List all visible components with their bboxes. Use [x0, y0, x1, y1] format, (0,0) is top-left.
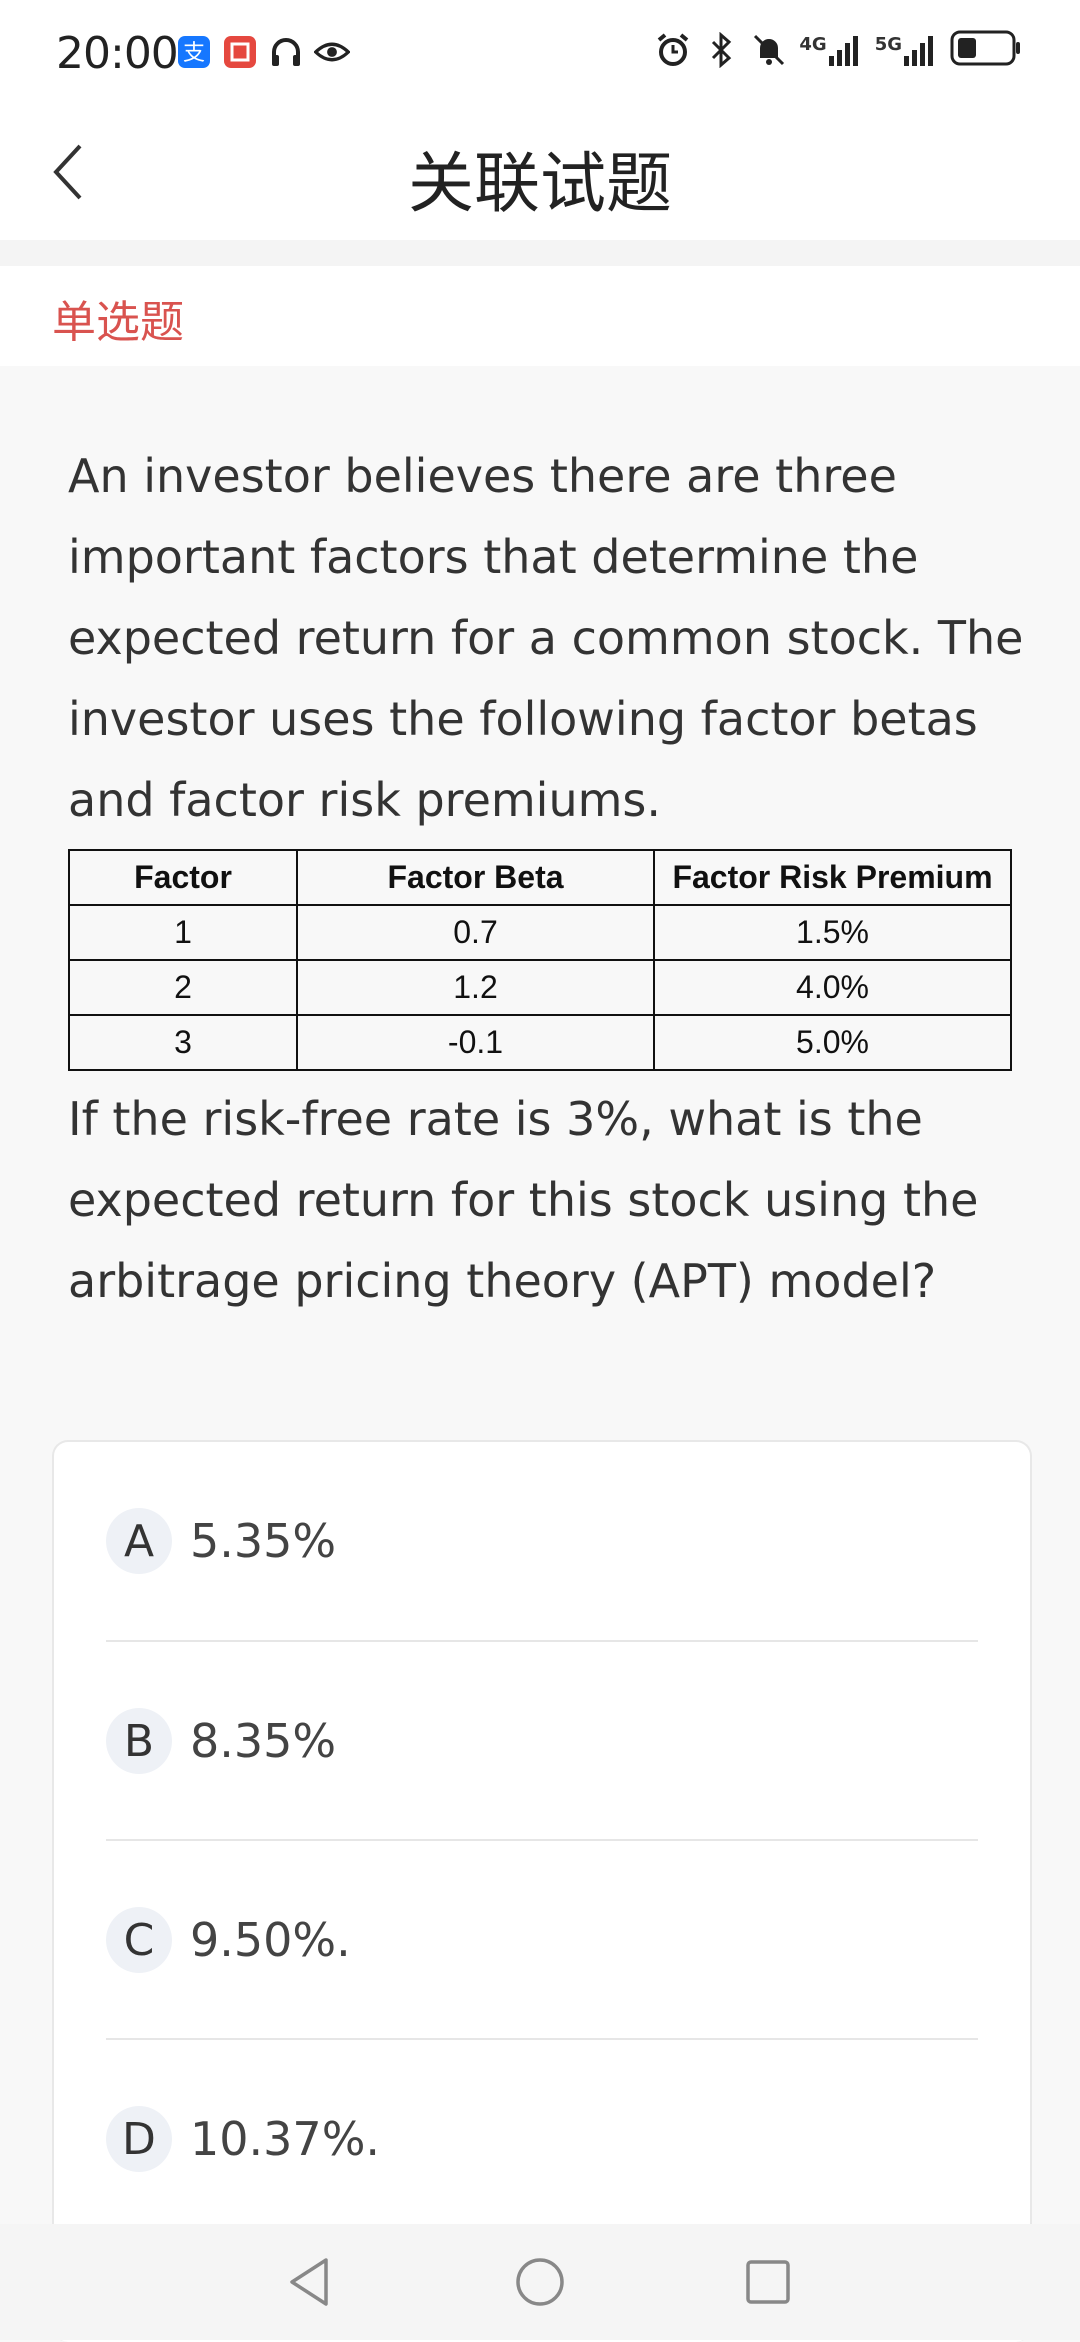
- system-home-button[interactable]: [510, 2252, 570, 2312]
- system-recents-button[interactable]: [738, 2252, 798, 2312]
- battery-icon: [950, 30, 1022, 70]
- option-divider: [106, 2038, 978, 2040]
- svg-text:支: 支: [183, 41, 205, 66]
- back-button[interactable]: [28, 132, 108, 212]
- table-cell: 5.0%: [653, 1014, 1012, 1071]
- option-b[interactable]: B 8.35%: [106, 1642, 978, 1840]
- option-d[interactable]: D 10.37%.: [106, 2040, 978, 2238]
- system-back-button[interactable]: [280, 2252, 340, 2312]
- option-letter: C: [106, 1907, 172, 1973]
- status-left-icons: 支: [176, 34, 350, 70]
- option-c[interactable]: C 9.50%.: [106, 1841, 978, 2039]
- option-text: 8.35%: [190, 1714, 337, 1768]
- table-cell: 2: [68, 959, 298, 1016]
- mute-icon: [751, 32, 787, 68]
- network-label-4g: 4G: [799, 34, 827, 55]
- question-prompt: If the risk-free rate is 3%, what is the…: [68, 1092, 979, 1308]
- table-row: 3 -0.1 5.0%: [68, 1014, 1012, 1071]
- option-letter: B: [106, 1708, 172, 1774]
- system-nav-bar: [0, 2224, 1080, 2340]
- status-time: 20:00: [56, 28, 179, 79]
- header-bar: 关联试题: [0, 110, 1080, 240]
- alarm-icon: [655, 32, 691, 68]
- 4g-signal-icon: 4G: [799, 34, 862, 66]
- table-cell: 1: [68, 904, 298, 961]
- table-header: Factor: [68, 849, 298, 906]
- option-text: 10.37%.: [190, 2112, 381, 2166]
- table-cell: 0.7: [296, 904, 655, 961]
- table-cell: 3: [68, 1014, 298, 1071]
- table-header: Factor Risk Premium: [653, 849, 1012, 906]
- question-intro: An investor believes there are three imp…: [68, 449, 1024, 827]
- chevron-left-icon: [53, 144, 82, 200]
- table-cell: 1.5%: [653, 904, 1012, 961]
- option-divider: [106, 1839, 978, 1841]
- option-a[interactable]: A 5.35%: [106, 1442, 978, 1640]
- eye-icon: [314, 34, 350, 70]
- table-cell: 4.0%: [653, 959, 1012, 1016]
- app-icon: [222, 34, 258, 70]
- table-cell: 1.2: [296, 959, 655, 1016]
- options-card: A 5.35% B 8.35% C 9.50%. D 10.37%.: [52, 1440, 1032, 2342]
- factor-table: Factor Factor Beta Factor Risk Premium 1…: [68, 849, 1012, 1071]
- 5g-signal-icon: 5G: [875, 34, 938, 66]
- square-recents-icon: [746, 2260, 790, 2304]
- table-header-row: Factor Factor Beta Factor Risk Premium: [68, 849, 1012, 906]
- status-bar: 20:00 支 4G 5G: [0, 0, 1080, 110]
- table-row: 2 1.2 4.0%: [68, 959, 1012, 1016]
- table-cell: -0.1: [296, 1014, 655, 1071]
- question-type-label: 单选题: [52, 297, 184, 348]
- header-divider: [0, 240, 1080, 266]
- table-header: Factor Beta: [296, 849, 655, 906]
- question-type-bar: 单选题: [0, 266, 1080, 366]
- headphones-icon: [268, 34, 304, 70]
- option-text: 9.50%.: [190, 1913, 351, 1967]
- question-body: An investor believes there are three imp…: [68, 436, 1028, 1322]
- bluetooth-icon: [703, 32, 739, 68]
- network-label-5g: 5G: [874, 34, 902, 55]
- circle-home-icon: [516, 2258, 564, 2306]
- option-letter: A: [106, 1508, 172, 1574]
- triangle-back-icon: [290, 2258, 328, 2306]
- page-title: 关联试题: [408, 145, 672, 222]
- option-letter: D: [106, 2106, 172, 2172]
- option-divider: [106, 1640, 978, 1642]
- option-text: 5.35%: [190, 1514, 337, 1568]
- table-row: 1 0.7 1.5%: [68, 904, 1012, 961]
- alipay-icon: 支: [176, 34, 212, 70]
- status-right-icons: 4G 5G: [655, 30, 1022, 70]
